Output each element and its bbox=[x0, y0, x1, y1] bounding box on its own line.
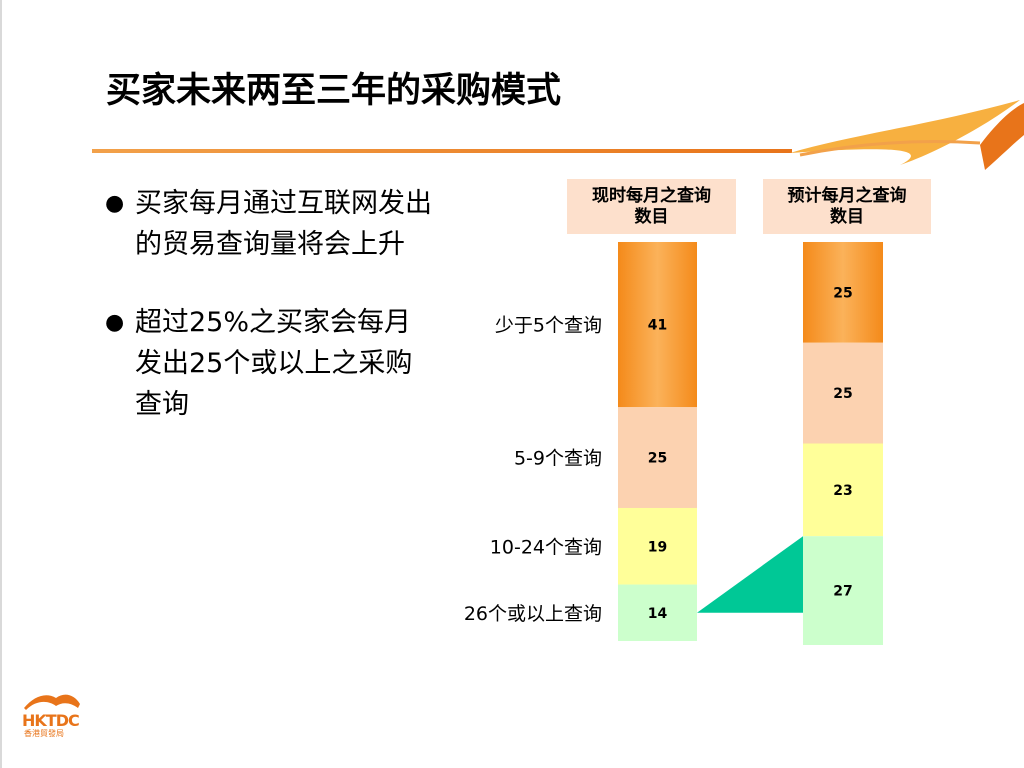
bullet-dot-icon: ● bbox=[105, 310, 125, 335]
bullet-item: ● 买家每月通过互联网发出的贸易查询量将会上升 bbox=[105, 183, 435, 265]
hktdc-logo-icon bbox=[24, 694, 80, 710]
bar-segment bbox=[618, 242, 697, 408]
logo-subtext: 香港貿發局 bbox=[24, 729, 64, 738]
page-title: 买家未来两至三年的采购模式 bbox=[106, 71, 562, 111]
bar-segment bbox=[618, 584, 697, 641]
bullet-item: ● 超过25%之买家会每月发出25个或以上之采购查询 bbox=[105, 302, 435, 425]
bar-segment bbox=[803, 242, 883, 343]
segment-legend-label: 10-24个查询 bbox=[490, 536, 602, 558]
segment-legend-label: 26个或以上查询 bbox=[464, 603, 602, 625]
logo-text: HKTDC bbox=[22, 711, 80, 730]
bar-value-label: 27 bbox=[833, 584, 852, 600]
bullet-text: 超过25%之买家会每月发出25个或以上之采购查询 bbox=[135, 307, 413, 420]
segment-legend-label: 少于5个查询 bbox=[495, 315, 602, 337]
left-border bbox=[0, 0, 2, 768]
bar-value-label: 41 bbox=[648, 318, 667, 334]
connector-triangle bbox=[697, 536, 803, 613]
bullet-text: 买家每月通过互联网发出的贸易查询量将会上升 bbox=[135, 188, 432, 260]
title-underline bbox=[92, 149, 792, 153]
column-header-forecast-text: 预计每月之查询数目 bbox=[787, 185, 907, 227]
bar-value-label: 25 bbox=[833, 386, 852, 402]
bar-value-label: 19 bbox=[648, 539, 667, 555]
column-header-current-text: 现时每月之查询数目 bbox=[592, 185, 711, 227]
bullet-list: ● 买家每月通过互联网发出的贸易查询量将会上升 ● 超过25%之买家会每月发出2… bbox=[105, 183, 435, 462]
bar-value-label: 25 bbox=[833, 285, 852, 301]
bar-value-label: 23 bbox=[833, 483, 852, 499]
bar-segment bbox=[803, 443, 883, 537]
swoosh-decoration bbox=[790, 100, 1024, 170]
column-header-forecast: 预计每月之查询数目 bbox=[763, 179, 931, 234]
bar-value-label: 14 bbox=[648, 606, 668, 622]
bar-segment bbox=[618, 507, 697, 585]
segment-legend-label: 5-9个查询 bbox=[514, 448, 602, 470]
bar-segment bbox=[803, 536, 883, 645]
bar-segment bbox=[618, 407, 697, 508]
bar-value-label: 25 bbox=[648, 451, 667, 467]
column-header-current: 现时每月之查询数目 bbox=[567, 179, 736, 234]
bar-segment bbox=[803, 342, 883, 444]
bullet-dot-icon: ● bbox=[105, 191, 125, 216]
